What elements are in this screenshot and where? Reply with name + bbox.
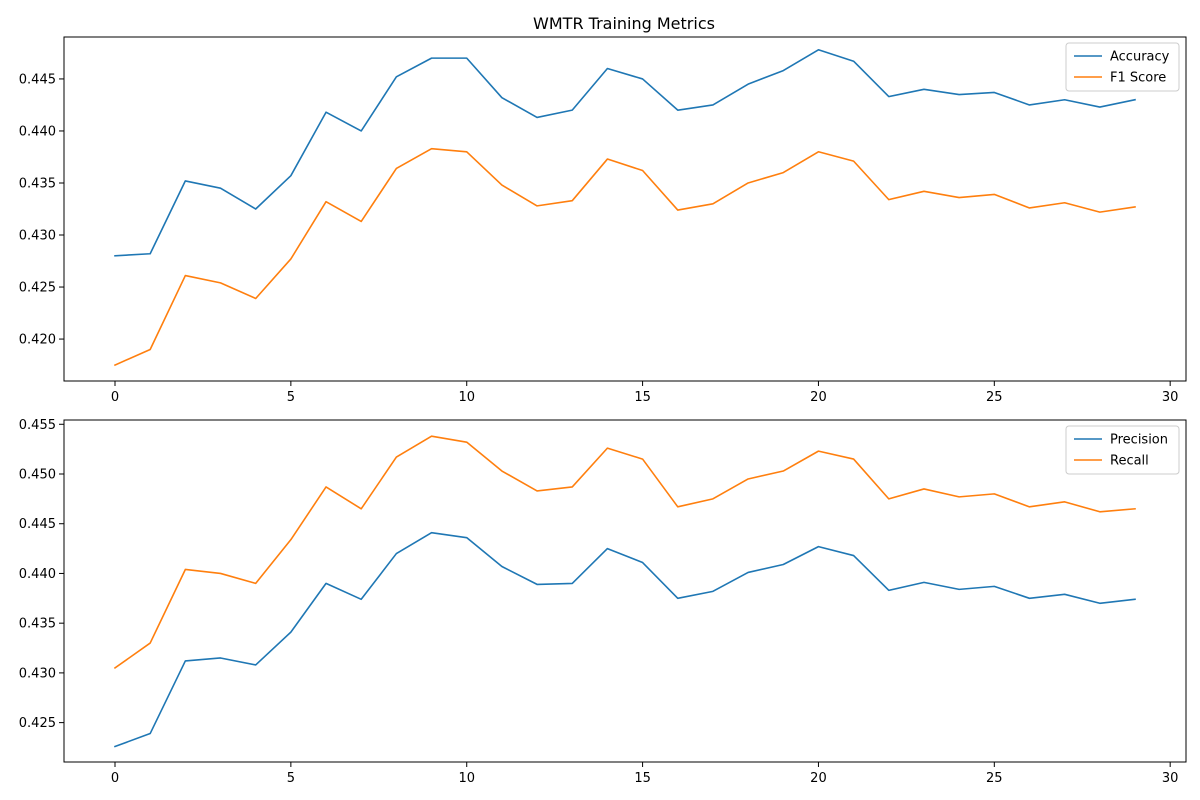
y-tick-label: 0.420 bbox=[19, 333, 56, 348]
legend-label: Accuracy bbox=[1110, 50, 1170, 65]
x-tick-label: 0 bbox=[111, 390, 119, 405]
y-tick-label: 0.440 bbox=[19, 124, 56, 139]
legend-label: Precision bbox=[1110, 433, 1168, 448]
x-tick-label: 5 bbox=[287, 771, 295, 786]
x-tick-label: 25 bbox=[986, 771, 1003, 786]
x-tick-label: 20 bbox=[810, 771, 827, 786]
y-tick-label: 0.425 bbox=[19, 281, 56, 296]
series-line-f1-score bbox=[113, 147, 1136, 367]
x-tick-label: 10 bbox=[458, 390, 475, 405]
x-tick-label: 10 bbox=[458, 771, 475, 786]
y-tick-label: 0.430 bbox=[19, 229, 56, 244]
y-tick-label: 0.440 bbox=[19, 567, 56, 582]
x-tick-label: 0 bbox=[111, 771, 119, 786]
x-tick-label: 5 bbox=[287, 390, 295, 405]
y-tick-label: 0.435 bbox=[19, 176, 56, 191]
axes-frame bbox=[63, 419, 1187, 763]
y-tick-label: 0.455 bbox=[19, 418, 56, 433]
x-tick-label: 15 bbox=[634, 771, 651, 786]
x-tick-label: 25 bbox=[986, 390, 1003, 405]
series-line-precision bbox=[113, 531, 1136, 748]
legend-label: F1 Score bbox=[1110, 71, 1166, 86]
legend: Precision Recall bbox=[1065, 425, 1180, 475]
series-line-accuracy bbox=[114, 48, 1136, 257]
top-panel: 0 5 10 15 20 25 30 0.420 0.425 0.430 0.435 0.440 0.4… bbox=[19, 36, 1187, 405]
x-tick-label: 20 bbox=[810, 390, 827, 405]
chart-title: WMTR Training Metrics bbox=[533, 14, 715, 33]
y-tick-label: 0.445 bbox=[19, 517, 56, 532]
x-tick-label: 15 bbox=[634, 390, 651, 405]
x-tick-label: 30 bbox=[1162, 390, 1179, 405]
legend-label: Recall bbox=[1110, 454, 1149, 469]
legend-box bbox=[1065, 42, 1180, 92]
legend: Accuracy F1 Score bbox=[1065, 42, 1180, 92]
y-tick-label: 0.445 bbox=[19, 72, 56, 87]
y-tick-label: 0.435 bbox=[19, 617, 56, 632]
y-tick-label: 0.430 bbox=[19, 666, 56, 681]
bottom-panel: 0 5 10 15 20 25 30 0.425 0.430 0.435 0.440 0.445 0.4… bbox=[19, 418, 1187, 786]
x-tick-label: 30 bbox=[1162, 771, 1179, 786]
axes-frame bbox=[63, 36, 1187, 382]
y-tick-label: 0.450 bbox=[19, 468, 56, 483]
series-line-recall bbox=[113, 435, 1136, 670]
legend-box bbox=[1065, 425, 1180, 475]
y-tick-label: 0.425 bbox=[19, 716, 56, 731]
